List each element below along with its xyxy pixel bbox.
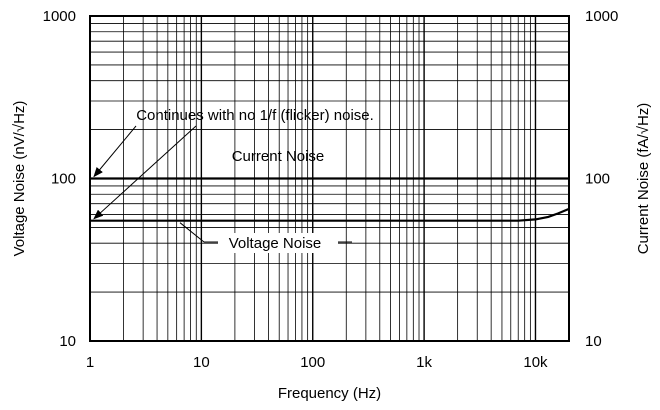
y-tick-label-right: 100 xyxy=(585,171,610,188)
series-lines xyxy=(90,177,570,222)
x-tick-label: 1k xyxy=(416,354,432,371)
voltage-label-backing xyxy=(218,233,338,253)
plot-frame xyxy=(89,15,570,342)
y-axis-title-right: Current Noise (fA/√Hz) xyxy=(635,103,652,255)
series-label-current-noise: Current Noise xyxy=(232,148,325,165)
annotation-arrow-current xyxy=(93,125,137,178)
annotation-arrow-voltage xyxy=(93,125,197,220)
x-tick-label: 10 xyxy=(193,354,210,371)
annotation-flicker-note: Continues with no 1/f (flicker) noise. xyxy=(136,107,374,124)
voltage-label-pointer xyxy=(179,222,205,243)
x-tick-label: 10k xyxy=(523,354,548,371)
y-tick-label-right: 10 xyxy=(585,333,602,350)
x-tick-label: 100 xyxy=(300,354,325,371)
y-tick-label-left: 1000 xyxy=(43,8,76,25)
y-tick-label-left: 100 xyxy=(51,171,76,188)
x-axis-title: Frequency (Hz) xyxy=(278,385,381,402)
voltage-noise-line xyxy=(90,207,570,222)
annotations xyxy=(93,125,352,253)
y-tick-label-left: 10 xyxy=(59,333,76,350)
series-label-voltage-noise: Voltage Noise xyxy=(229,235,322,252)
y-axis-title-left: Voltage Noise (nV/√Hz) xyxy=(11,101,28,257)
x-tick-label: 1 xyxy=(86,354,94,371)
y-tick-label-right: 1000 xyxy=(585,8,618,25)
tick-labels: 1 10 100 1k 10k 10 100 1000 10 100 1000 xyxy=(43,8,619,371)
